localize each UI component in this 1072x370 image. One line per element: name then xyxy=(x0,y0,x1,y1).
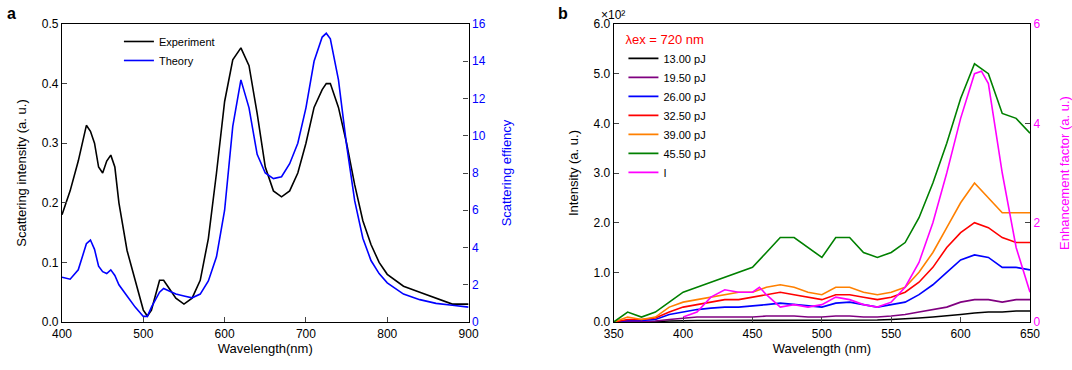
svg-text:4.0: 4.0 xyxy=(594,117,611,131)
svg-text:500: 500 xyxy=(133,327,153,341)
svg-text:350: 350 xyxy=(604,327,624,341)
svg-text:32.50 pJ: 32.50 pJ xyxy=(663,110,705,122)
svg-text:Experiment: Experiment xyxy=(159,36,215,48)
svg-text:0.1: 0.1 xyxy=(42,256,59,270)
svg-text:4: 4 xyxy=(472,241,479,255)
svg-text:13.00 pJ: 13.00 pJ xyxy=(663,53,705,65)
svg-text:0.2: 0.2 xyxy=(42,196,59,210)
svg-text:×10²: ×10² xyxy=(601,8,625,22)
svg-text:400: 400 xyxy=(673,327,693,341)
svg-text:600: 600 xyxy=(215,327,235,341)
svg-text:0.4: 0.4 xyxy=(42,77,59,91)
svg-text:0: 0 xyxy=(1034,315,1041,329)
svg-text:Theory: Theory xyxy=(159,55,194,67)
svg-text:a: a xyxy=(7,5,16,22)
svg-text:Intensity (a. u.): Intensity (a. u.) xyxy=(566,130,581,216)
svg-text:Scattering intensity (a. u.): Scattering intensity (a. u.) xyxy=(14,99,29,246)
svg-text:5.0: 5.0 xyxy=(594,67,611,81)
svg-text:10: 10 xyxy=(472,129,486,143)
svg-text:650: 650 xyxy=(1020,327,1040,341)
svg-text:3.0: 3.0 xyxy=(594,166,611,180)
svg-text:I: I xyxy=(663,167,666,179)
svg-text:500: 500 xyxy=(812,327,832,341)
svg-text:6.0: 6.0 xyxy=(594,17,611,31)
svg-text:0: 0 xyxy=(472,315,479,329)
svg-text:2: 2 xyxy=(472,278,479,292)
svg-text:1.0: 1.0 xyxy=(594,266,611,280)
svg-text:4: 4 xyxy=(1034,117,1041,131)
svg-text:0.0: 0.0 xyxy=(42,315,59,329)
svg-text:45.50 pJ: 45.50 pJ xyxy=(663,148,705,160)
svg-text:λex = 720 nm: λex = 720 nm xyxy=(625,32,703,47)
svg-text:14: 14 xyxy=(472,54,486,68)
svg-text:700: 700 xyxy=(296,327,316,341)
svg-text:6: 6 xyxy=(472,203,479,217)
svg-text:0.0: 0.0 xyxy=(594,315,611,329)
svg-text:19.50 pJ: 19.50 pJ xyxy=(663,72,705,84)
svg-text:16: 16 xyxy=(472,17,486,31)
svg-text:400: 400 xyxy=(52,327,72,341)
svg-text:550: 550 xyxy=(881,327,901,341)
svg-text:0.3: 0.3 xyxy=(42,136,59,150)
svg-text:Scattering effiency: Scattering effiency xyxy=(499,119,514,226)
svg-text:2.0: 2.0 xyxy=(594,216,611,230)
svg-text:Enhancement factor (a. u.): Enhancement factor (a. u.) xyxy=(1057,96,1072,250)
svg-text:2: 2 xyxy=(1034,216,1041,230)
svg-text:800: 800 xyxy=(377,327,397,341)
svg-text:900: 900 xyxy=(459,327,479,341)
svg-text:0.5: 0.5 xyxy=(42,17,59,31)
svg-text:b: b xyxy=(558,5,568,22)
svg-text:6: 6 xyxy=(1034,17,1041,31)
svg-text:Wavelength (nm): Wavelength (nm) xyxy=(773,341,872,356)
svg-text:600: 600 xyxy=(951,327,971,341)
svg-text:8: 8 xyxy=(472,166,479,180)
svg-text:Wavelength(nm): Wavelength(nm) xyxy=(218,341,313,356)
svg-text:39.00 pJ: 39.00 pJ xyxy=(663,129,705,141)
svg-text:450: 450 xyxy=(742,327,762,341)
svg-text:26.00 pJ: 26.00 pJ xyxy=(663,91,705,103)
svg-text:12: 12 xyxy=(472,92,486,106)
